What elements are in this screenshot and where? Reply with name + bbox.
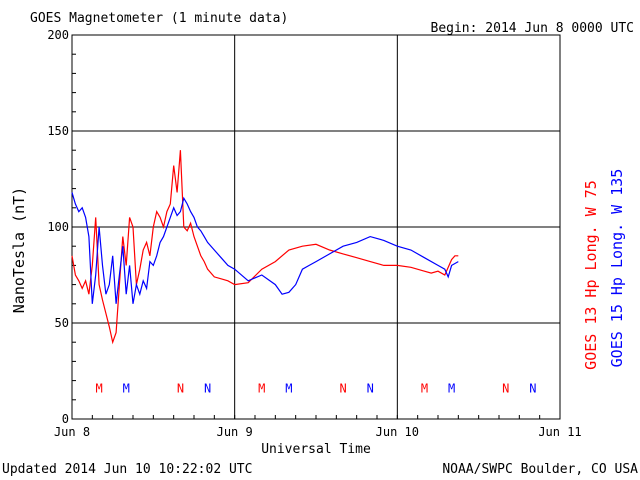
y-tick-label: 100	[47, 220, 69, 234]
marker-m: M	[448, 381, 455, 395]
y-tick-label: 200	[47, 28, 69, 42]
series-layer	[71, 150, 459, 345]
marker-n: N	[529, 381, 536, 395]
legend-goes15: GOES 15 Hp Long. W 135	[608, 169, 626, 368]
updated-time: Updated 2014 Jun 10 10:22:02 UTC	[2, 462, 252, 477]
y-tick-label: 50	[55, 316, 69, 330]
begin-time: Begin: 2014 Jun 8 0000 UTC	[431, 21, 635, 36]
marker-m: M	[123, 381, 130, 395]
series-line-goes15	[71, 192, 459, 304]
marker-n: N	[367, 381, 374, 395]
credit-text: NOAA/SWPC Boulder, CO USA	[442, 462, 638, 477]
y-tick-label: 0	[62, 412, 69, 426]
marker-m: M	[95, 381, 102, 395]
x-tick-label: Jun 8	[54, 425, 90, 439]
x-axis-label: Universal Time	[261, 442, 371, 457]
marker-m: M	[285, 381, 292, 395]
y-tick-labels: 0 50 100 150 200	[47, 28, 69, 426]
x-tick-label: Jun 9	[217, 425, 253, 439]
x-tick-label: Jun 10	[376, 425, 419, 439]
marker-m: M	[421, 381, 428, 395]
x-tick-labels: Jun 8 Jun 9 Jun 10 Jun 11	[54, 425, 582, 439]
marker-n: N	[339, 381, 346, 395]
x-tick-label: Jun 11	[538, 425, 581, 439]
marker-n: N	[502, 381, 509, 395]
plot-grid	[71, 34, 561, 420]
marker-n: N	[177, 381, 184, 395]
y-axis-label: NanoTesla (nT)	[10, 187, 28, 313]
series-line-goes13	[71, 150, 459, 345]
marker-n: N	[204, 381, 211, 395]
legend-goes13: GOES 13 Hp Long. W 75	[582, 180, 600, 370]
y-tick-label: 150	[47, 124, 69, 138]
marker-m: M	[258, 381, 265, 395]
chart-title: GOES Magnetometer (1 minute data)	[30, 11, 288, 26]
